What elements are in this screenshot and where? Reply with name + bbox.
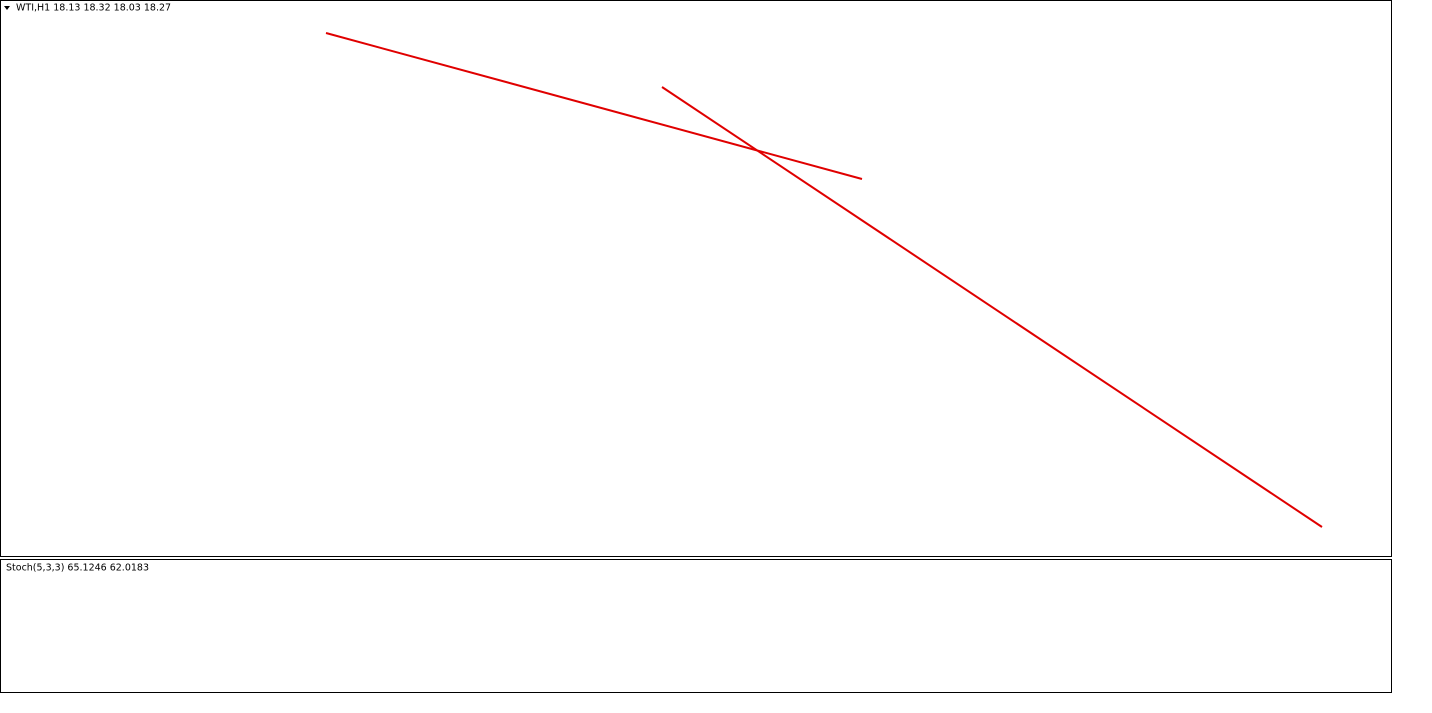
chart-title: WTI,H1 18.13 18.32 18.03 18.27 [16,3,171,14]
price-panel-frame [0,0,1392,557]
trend-line [661,86,1323,528]
trend-line [325,32,863,180]
stoch-panel-frame [0,559,1392,693]
indicator-title: Stoch(5,3,3) 65.1246 62.0183 [6,563,149,574]
symbol-menu-arrow[interactable] [4,6,10,10]
